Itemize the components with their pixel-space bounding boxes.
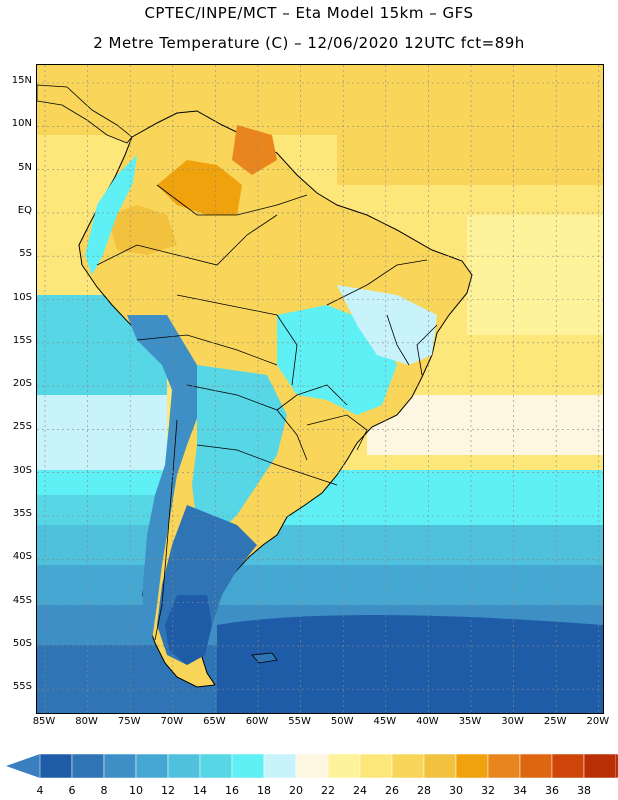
band-4 — [217, 615, 603, 713]
colorbar-swatch — [327, 753, 361, 779]
lon-label: 85W — [32, 716, 56, 727]
patagonia-coldest — [165, 595, 212, 665]
band-10 — [37, 565, 603, 605]
lat-label: 35S — [12, 508, 32, 519]
central-america — [37, 84, 133, 144]
colorbar-label: 22 — [321, 784, 335, 797]
lat-label: 45S — [12, 594, 32, 606]
andes-north-cool — [85, 155, 137, 275]
temperature-map — [36, 64, 604, 714]
lon-label: 45W — [373, 716, 397, 727]
colorbar-label: 16 — [225, 784, 239, 797]
colorbar-label: 28 — [417, 784, 431, 797]
colorbar-label: 4 — [37, 784, 44, 797]
colorbar-label: 6 — [69, 784, 76, 797]
graticule — [37, 65, 603, 713]
colorbar-label: 32 — [481, 784, 495, 797]
colorbar-label: 30 — [449, 784, 463, 797]
colorbar-low-arrow — [6, 754, 40, 778]
lon-label: 65W — [203, 716, 226, 727]
colorbar-swatch — [167, 753, 201, 779]
lat-label: 20S — [12, 378, 32, 390]
colorbar-swatch — [519, 753, 553, 779]
lon-label: 35W — [458, 716, 482, 727]
andes-south-cold — [127, 315, 202, 640]
lon-label: 55W — [288, 716, 311, 727]
colorbar-label: 26 — [385, 784, 399, 797]
lon-label: 75W — [117, 716, 141, 727]
lat-label: 15S — [12, 334, 32, 346]
colorbar-swatch — [103, 753, 137, 779]
colorbar-label: 8 — [101, 784, 108, 797]
colorbar-swatch — [391, 753, 425, 779]
argentina-cool — [192, 365, 287, 535]
lon-label: 80W — [75, 716, 98, 727]
colorbar-label: 14 — [193, 784, 207, 797]
atlantic-warm — [337, 65, 603, 185]
colorbar-label: 36 — [545, 784, 559, 797]
colorbar-label: 38 — [577, 784, 591, 797]
colorbar-label: 12 — [161, 784, 175, 797]
colorbar-swatch — [295, 753, 329, 779]
colorbar-swatch — [231, 753, 265, 779]
hot-region-venezuela — [232, 125, 277, 175]
title-line-2: 2 Metre Temperature (C) – 12/06/2020 12U… — [93, 34, 525, 52]
colorbar-swatch — [359, 753, 393, 779]
lon-label: 30W — [501, 716, 524, 727]
lon-label: 20W — [586, 716, 610, 727]
map-canvas — [37, 65, 603, 713]
mild-region-brazil — [337, 285, 437, 365]
atlantic-mild — [467, 215, 603, 335]
colorbar-swatch — [71, 753, 105, 779]
colorbar-label: 24 — [353, 784, 367, 797]
lon-label: 40W — [416, 716, 439, 727]
lat-label: EQ — [17, 204, 32, 216]
south-atlantic-pale — [367, 395, 603, 455]
lon-label: 60W — [245, 716, 269, 727]
colorbar-swatch — [423, 753, 457, 779]
lat-label: 5N — [18, 161, 32, 173]
country-borders — [96, 184, 438, 641]
colorbar-swatch — [455, 753, 489, 779]
lon-label: 25W — [543, 716, 567, 727]
temperature-colorbar: 4 6 8 10 12 14 16 18 20 22 24 26 28 30 32 34 36 38 — [6, 753, 618, 797]
lat-label: 40S — [12, 551, 32, 563]
colorbar-label: 10 — [129, 784, 143, 797]
colorbar-swatch — [551, 753, 585, 779]
colorbar-swatch — [487, 753, 521, 779]
band-12 — [37, 525, 603, 565]
colorbar-swatch — [263, 753, 297, 779]
colorbar-label: 20 — [289, 784, 303, 797]
lat-label: 5S — [19, 248, 32, 260]
lat-label: 15N — [11, 75, 32, 86]
lat-label: 10S — [12, 291, 32, 303]
lat-label: 55S — [12, 681, 32, 693]
lat-label: 30S — [12, 464, 32, 476]
lon-label: 50W — [330, 716, 354, 727]
title-line-1: CPTEC/INPE/MCT – Eta Model 15km – GFS — [144, 4, 474, 22]
lat-label: 25S — [12, 421, 32, 433]
colorbar-label: 34 — [513, 784, 527, 797]
colorbar-swatch — [135, 753, 169, 779]
lon-label: 70W — [160, 716, 184, 727]
colorbar-swatch — [39, 753, 73, 779]
colorbar-swatch — [583, 753, 617, 779]
colorbar-swatch — [199, 753, 233, 779]
lat-label: 50S — [12, 637, 32, 649]
hot-region-colombia — [107, 205, 177, 255]
lat-label: 10N — [11, 118, 32, 130]
colorbar-label: 18 — [257, 784, 271, 797]
